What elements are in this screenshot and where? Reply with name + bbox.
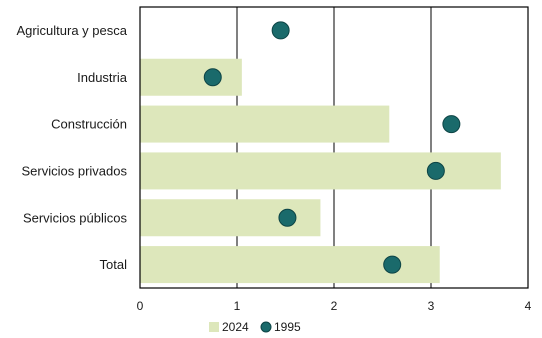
- plot-frame: [139, 6, 529, 289]
- legend-swatch-2024: [209, 322, 219, 332]
- x-tick-label: 2: [331, 299, 338, 313]
- dot-1995: [203, 68, 222, 87]
- x-tick-label: 1: [234, 299, 241, 313]
- dot-1995: [442, 115, 461, 134]
- category-label: Construcción: [51, 117, 127, 132]
- dot-1995: [271, 21, 290, 40]
- dots-1995: [203, 21, 461, 274]
- dot-1995: [383, 255, 402, 274]
- legend-label-1995: 1995: [274, 320, 301, 334]
- category-labels: Agricultura y pesca Industria Construcción…: [16, 23, 127, 272]
- category-label: Industria: [77, 70, 128, 85]
- x-tick-label: 0: [137, 299, 144, 313]
- bars-2024: [140, 58, 501, 284]
- bar-2024: [140, 58, 242, 96]
- legend-label-2024: 2024: [222, 320, 249, 334]
- category-label: Total: [100, 257, 128, 272]
- category-label: Servicios públicos: [23, 210, 128, 225]
- x-tick-labels: 0 1 2 3 4: [137, 299, 532, 313]
- x-tick-label: 4: [525, 299, 532, 313]
- bar-2024: [140, 152, 501, 190]
- category-label: Servicios privados: [22, 163, 128, 178]
- category-label: Agricultura y pesca: [16, 23, 127, 38]
- bar-2024: [140, 105, 390, 143]
- grid-lines: [236, 7, 432, 288]
- dot-1995: [426, 161, 445, 180]
- legend: 2024 1995: [209, 320, 301, 334]
- legend-swatch-1995: [260, 321, 272, 333]
- x-tick-label: 3: [428, 299, 435, 313]
- dot-1995: [278, 208, 297, 227]
